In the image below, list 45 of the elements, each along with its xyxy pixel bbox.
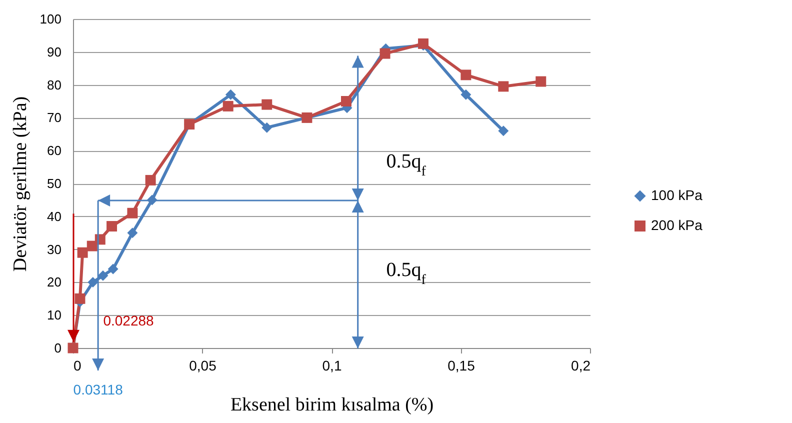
point <box>225 89 236 100</box>
point <box>222 100 234 112</box>
x-tick-label: 0,15 <box>448 358 476 374</box>
legend-label: 100 kPa <box>651 187 703 203</box>
point <box>498 81 509 92</box>
y-tick-label: 20 <box>47 274 62 290</box>
point <box>74 293 86 304</box>
x-tick-label: 0 <box>74 358 82 374</box>
x-tick-label: 0,1 <box>322 358 342 374</box>
point <box>145 174 156 186</box>
y-tick-label: 80 <box>47 77 62 92</box>
point <box>77 247 88 258</box>
x-tick-label: 0,05 <box>189 358 217 374</box>
y-tick-label: 40 <box>47 208 62 224</box>
point <box>460 70 472 80</box>
point <box>98 270 108 281</box>
point <box>106 221 118 232</box>
y-tick-label: 0 <box>54 340 62 356</box>
point <box>498 126 509 136</box>
y-tick-label: 30 <box>47 242 62 257</box>
x-tick-label: 0,2 <box>571 358 591 374</box>
y-tick-label: 100 <box>40 12 62 26</box>
legend-label: 200 kPa <box>651 217 703 233</box>
point <box>108 264 118 274</box>
y-tick-label: 70 <box>47 110 62 126</box>
y-tick-label: 10 <box>47 308 62 323</box>
text: 0.03118 <box>73 382 124 398</box>
annotation: 0.5q$_{f}$ <box>386 150 426 180</box>
annotation: 0.5q$_{f}$ <box>386 259 426 288</box>
y-axis-title: Deviatör gerilme (kPa) <box>10 96 31 272</box>
point <box>127 228 138 238</box>
y-tick-label: 60 <box>47 143 62 158</box>
point <box>88 276 98 288</box>
point <box>460 89 472 100</box>
point <box>262 122 272 133</box>
point <box>86 240 98 252</box>
y-tick-label: 90 <box>47 44 62 60</box>
x-axis-title: Eksenel birim kısalma (%) <box>230 394 434 416</box>
point <box>262 99 272 110</box>
annotation: 0.02288 <box>103 312 154 328</box>
point <box>536 76 546 87</box>
y-tick-label: 50 <box>47 176 62 191</box>
point <box>380 48 390 59</box>
point <box>340 96 352 106</box>
point <box>127 208 138 218</box>
